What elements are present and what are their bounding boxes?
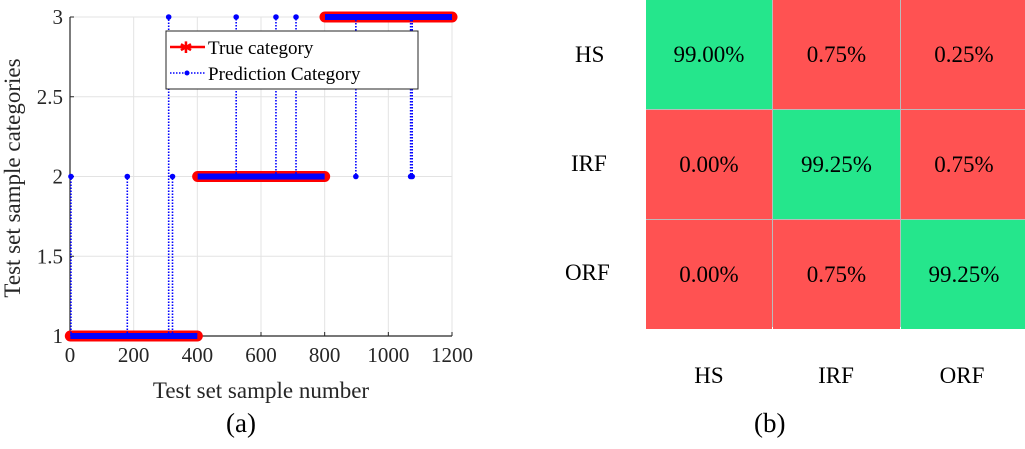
row-label-hs: HS: [575, 42, 605, 67]
cell-irf-hs: 0.00%: [646, 110, 772, 219]
prediction-point: [124, 173, 131, 180]
cell-orf-hs: 0.00%: [646, 220, 772, 329]
prediction-point: [409, 173, 416, 180]
col-label-orf: ORF: [939, 363, 985, 388]
legend-true-label: True category: [208, 38, 314, 59]
x-tick-label: 1200: [431, 343, 473, 367]
stem-chart: ✱ True category Prediction Category 0 200…: [0, 5, 473, 403]
legend-pred-label: Prediction Category: [208, 64, 361, 85]
cell-hs-orf: 0.25%: [901, 0, 1025, 109]
cell-hs-irf: 0.75%: [773, 0, 900, 109]
prediction-point: [68, 173, 74, 180]
panel-a-label: (a): [226, 408, 256, 438]
col-label-irf: IRF: [818, 363, 854, 388]
y-tick-label: 3: [53, 5, 64, 29]
prediction-point: [353, 173, 359, 180]
tick-labels: 0 200 400 600 800 1000 1200 1 1.5 2 2.5 3: [37, 5, 473, 367]
prediction-point: [169, 173, 176, 180]
y-tick-label: 1.5: [37, 244, 63, 268]
asterisk-marker-icon: ✱: [179, 40, 192, 57]
cell-irf-orf: 0.75%: [901, 110, 1025, 219]
row-label-irf: IRF: [571, 151, 607, 176]
x-tick-label: 600: [245, 343, 277, 367]
confusion-matrix: 99.00% 0.75% 0.25% 0.00% 99.25% 0.75% 0.00% 0.7…: [646, 0, 1025, 329]
cell-hs-hs: 99.00%: [646, 0, 772, 109]
data-series: [64, 11, 458, 342]
prediction-point: [233, 14, 239, 20]
x-tick-label: 400: [182, 343, 214, 367]
cell-orf-irf: 0.75%: [773, 220, 900, 329]
panel-b-label: (b): [754, 408, 786, 438]
x-tick-label: 800: [309, 343, 341, 367]
cell-irf-irf: 99.25%: [773, 110, 900, 219]
y-tick-label: 2.5: [37, 85, 63, 109]
y-axis-title: Test set sample categories: [0, 58, 25, 297]
x-tick-label: 200: [118, 343, 150, 367]
col-label-hs: HS: [694, 363, 724, 388]
stem-chart-panel: ✱ True category Prediction Category 0 200…: [0, 5, 473, 438]
prediction-point: [293, 14, 299, 20]
legend: ✱ True category Prediction Category: [165, 30, 419, 90]
row-label-orf: ORF: [565, 260, 610, 285]
x-tick-label: 0: [65, 343, 76, 367]
prediction-point: [165, 14, 172, 20]
dot-marker-icon: [184, 70, 190, 76]
y-tick-label: 2: [53, 165, 64, 189]
cell-orf-orf: 99.25%: [901, 220, 1025, 329]
prediction-point: [273, 14, 279, 20]
x-axis-title: Test set sample number: [153, 378, 370, 403]
y-tick-label: 1: [53, 324, 64, 348]
x-tick-label: 1000: [367, 343, 409, 367]
